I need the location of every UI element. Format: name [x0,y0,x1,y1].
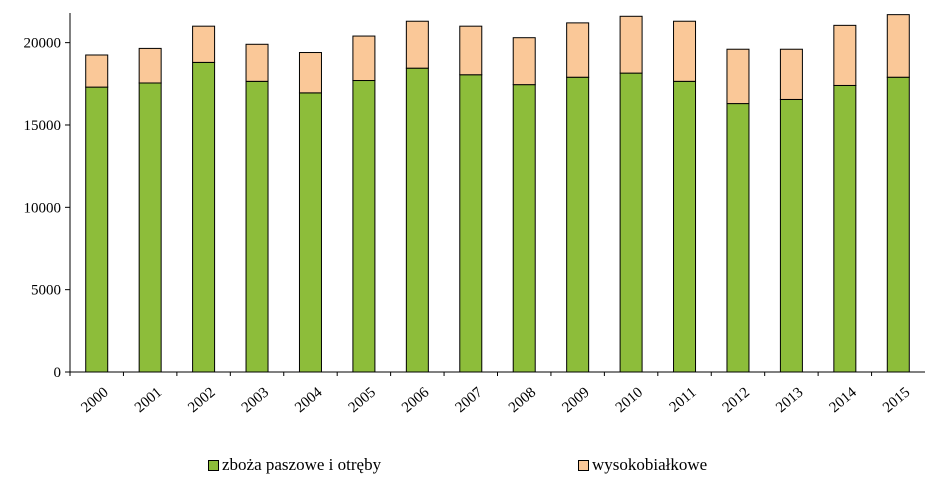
x-tick-label: 2012 [720,384,753,416]
bar-segment-wysokobialkowe [619,15,643,74]
y-axis-ticks: 0 5000 10000 15000 20000 [24,36,70,381]
bar-segment-zboza [673,80,697,373]
bar-segment-zboza [298,92,322,373]
bar-segment-zboza [833,84,857,373]
bar-segment-zboza [352,80,376,373]
bar-segment-wysokobialkowe [459,25,483,76]
y-tick-label: 0 [54,365,62,381]
x-tick-label: 2009 [559,384,592,416]
x-tick-label: 2006 [399,384,433,416]
bar-segment-wysokobialkowe [298,52,322,94]
bar-segment-wysokobialkowe [512,37,536,86]
legend-item-wysokobialkowe: wysokobiałkowe [578,455,707,475]
x-tick-label: 2005 [346,384,379,416]
x-tick-label: 2008 [506,384,539,416]
bar-segment-zboza [245,80,269,373]
bar-segment-zboza [779,98,803,373]
x-tick-label: 2014 [827,384,861,416]
y-tick-label: 5000 [31,283,61,299]
bar-segment-zboza [512,84,536,373]
bar-segment-wysokobialkowe [192,25,216,63]
bar-segment-wysokobialkowe [673,20,697,82]
x-tick-label: 2004 [292,384,326,416]
y-tick-label: 10000 [24,200,62,216]
bar-segment-wysokobialkowe [779,48,803,100]
bar-segment-wysokobialkowe [566,22,590,78]
bar-segment-zboza [405,67,429,373]
x-tick-label: 2015 [880,384,913,416]
x-tick-label: 2001 [132,384,165,416]
x-tick-label: 2007 [453,384,487,416]
x-tick-label: 2002 [185,384,218,416]
bar-segment-wysokobialkowe [245,43,269,82]
x-tick-label: 2010 [613,384,646,416]
bar-segment-wysokobialkowe [138,47,162,84]
legend: zboża paszowe i otręby wysokobiałkowe [0,455,928,481]
bar-segment-wysokobialkowe [405,20,429,69]
x-tick-label: 2011 [667,384,700,415]
bar-segment-zboza [138,82,162,373]
y-tick-label: 20000 [24,36,62,52]
bar-segment-zboza [459,74,483,373]
bars-group [85,14,910,373]
x-axis-ticks: 2000 2001 2002 2003 2004 2005 2006 2007 2008 2009… [69,372,913,416]
legend-swatch-zboza [208,459,219,471]
legend-label-wysokobialkowe: wysokobiałkowe [592,455,708,474]
bar-segment-zboza [726,103,750,373]
bar-segment-zboza [192,61,216,373]
bar-segment-zboza [619,72,643,373]
legend-swatch-wysokobialkowe [578,459,589,471]
x-tick-label: 2013 [773,384,806,416]
bar-segment-wysokobialkowe [886,14,910,78]
bar-segment-zboza [85,86,109,373]
legend-item-zboza: zboża paszowe i otręby [208,455,381,475]
bar-segment-wysokobialkowe [352,35,376,82]
bar-segment-wysokobialkowe [726,48,750,105]
x-tick-label: 2000 [78,384,111,416]
x-tick-label: 2003 [239,384,272,416]
bar-segment-zboza [886,76,910,373]
bar-segment-wysokobialkowe [85,54,109,88]
bar-segment-wysokobialkowe [833,24,857,86]
bar-segment-zboza [566,76,590,373]
y-tick-label: 15000 [24,118,62,134]
legend-label-zboza: zboża paszowe i otręby [222,455,382,474]
